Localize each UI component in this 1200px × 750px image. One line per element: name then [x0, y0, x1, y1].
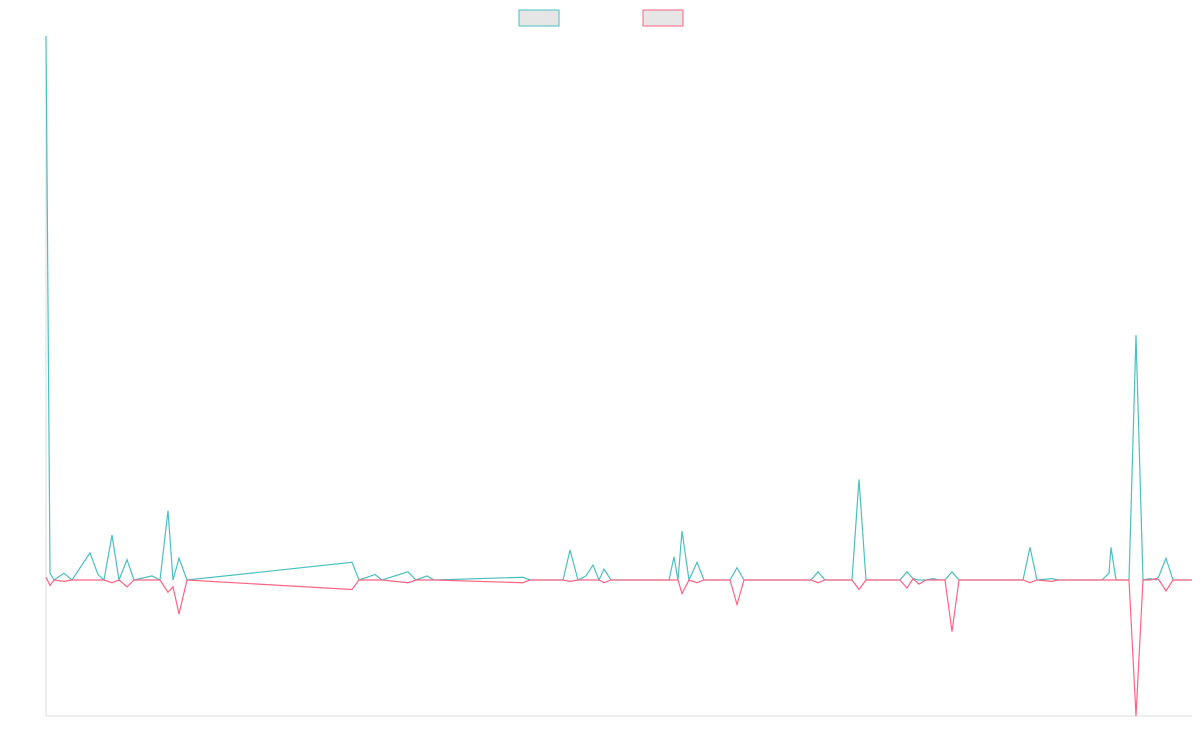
legend-swatch: [642, 9, 684, 27]
series-line: [45, 577, 1192, 717]
series-line: [45, 35, 1192, 583]
legend-swatch: [518, 9, 560, 27]
